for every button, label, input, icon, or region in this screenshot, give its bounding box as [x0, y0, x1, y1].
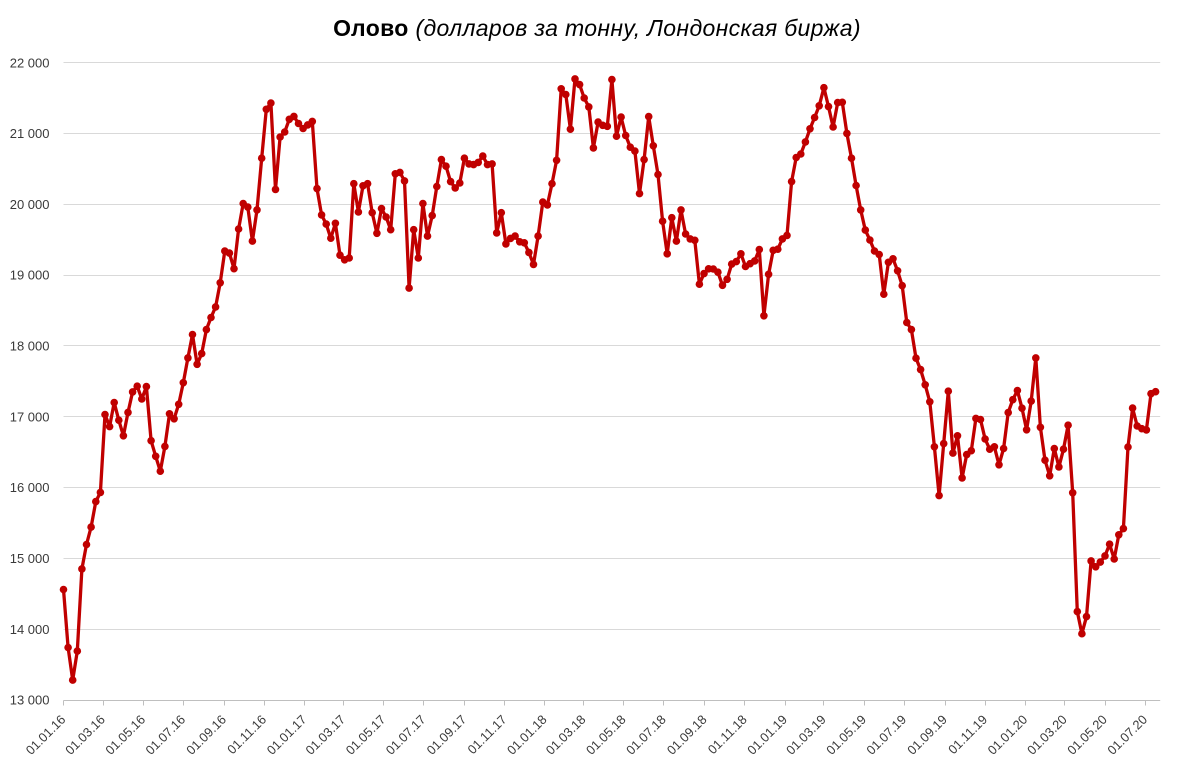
svg-text:22 000: 22 000	[10, 55, 50, 70]
svg-text:13 000: 13 000	[10, 693, 50, 708]
svg-text:20 000: 20 000	[10, 197, 50, 212]
svg-text:21 000: 21 000	[10, 126, 50, 141]
svg-text:16 000: 16 000	[10, 480, 50, 495]
svg-text:15 000: 15 000	[10, 551, 50, 566]
svg-text:17 000: 17 000	[10, 409, 50, 424]
svg-text:18 000: 18 000	[10, 339, 50, 354]
svg-text:Олово (долларов за тонну, Лонд: Олово (долларов за тонну, Лондонская бир…	[333, 15, 861, 41]
svg-text:19 000: 19 000	[10, 268, 50, 283]
svg-text:14 000: 14 000	[10, 622, 50, 637]
